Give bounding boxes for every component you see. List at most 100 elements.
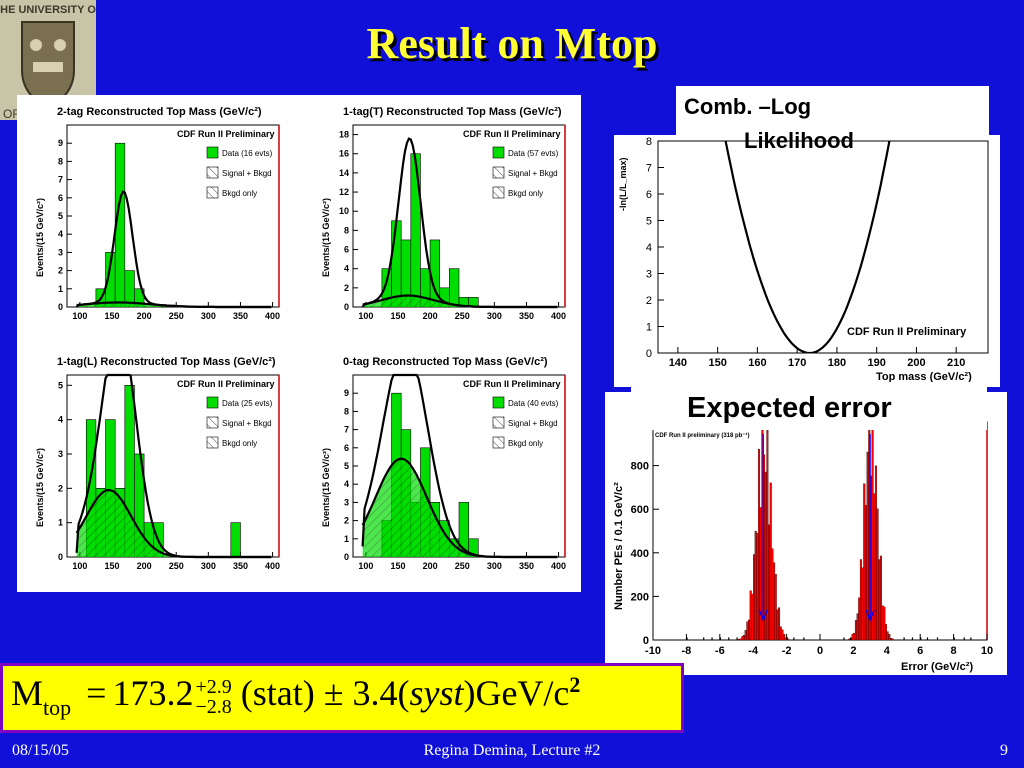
err-tail-bar (719, 637, 721, 640)
err-bar (768, 524, 771, 641)
expected-error-label-text: Expected error (687, 392, 892, 424)
err-xtick-label: 10 (981, 645, 993, 657)
err-tail-bar (793, 637, 795, 640)
hist-xtick-label: 250 (169, 561, 184, 571)
hist-data-bar (449, 268, 460, 308)
err-tail-bar (843, 637, 845, 640)
ll-ylabel: -ln(L/L_max) (618, 157, 628, 211)
ll-xtick-label: 190 (867, 357, 885, 369)
legend-data-swatch (206, 396, 219, 409)
err-bar (783, 633, 786, 641)
err-tail-bar (903, 637, 905, 640)
err-ylabel: Number PEs / 0.1 GeV/c² (613, 482, 625, 610)
err-bar (779, 626, 782, 641)
hist-xtick-label: 300 (201, 561, 216, 571)
err-bar (741, 636, 744, 641)
ll-ytick-label: 2 (646, 295, 652, 307)
err-bar (889, 638, 892, 641)
mtop-formula: Mtop = 173.2 +2.9 −2.8 (stat) ± 3.4(syst)Ge… (11, 672, 580, 721)
err-bar (853, 632, 856, 641)
mass-histograms-svg: 2-tag Reconstructed Top Mass (GeV/c²) Eve… (35, 106, 566, 571)
legend-bkg-label: Bkgd only (222, 189, 257, 198)
err-xtick-label: 4 (884, 645, 891, 657)
err-bar (756, 533, 759, 641)
expected-error-panel: 0 200 400 600 800 -10 -8 -6 -4 -2 0 2 4 6 8 10 Number PE… (605, 392, 1007, 675)
likelihood-svg: 0 1 2 3 4 5 6 7 8 140 150 160 170 180 190 200 210 -ln(L/L… (618, 136, 989, 383)
err-bar (876, 508, 879, 641)
err-bar (884, 624, 887, 641)
hist-xtick-label: 250 (455, 561, 470, 571)
hist-xtick-label: 300 (487, 311, 502, 321)
legend-bkg-swatch (492, 436, 505, 449)
err-frame (652, 421, 988, 641)
err-tail-bar (936, 637, 939, 640)
err-bar (863, 483, 866, 641)
logo-partial-text: OF (3, 107, 20, 120)
hist-ytick-label: 6 (344, 245, 349, 255)
hist-ytick-label: 8 (344, 225, 349, 235)
hist-title: 1-tag(T) Reconstructed Top Mass (GeV/c²) (343, 106, 562, 118)
ll-xtick-label: 150 (708, 357, 726, 369)
hist-preliminary: CDF Run II Preliminary (177, 129, 275, 139)
ll-ytick-label: 1 (646, 322, 652, 334)
err-bar (854, 620, 857, 641)
err-bar (784, 637, 787, 641)
slide-title: Result on Mtop (366, 19, 658, 68)
hist-ytick-label: 5 (58, 380, 63, 390)
hist-ylabel: Events/(15 GeV/c²) (321, 448, 331, 527)
hist-data-bar (391, 220, 402, 308)
hist-ytick-label: 6 (344, 443, 349, 453)
formula-syst-value: 3.4( (352, 673, 410, 713)
legend-data-label: Data (25 evts) (222, 399, 273, 408)
ll-preliminary: CDF Run II Preliminary (847, 326, 967, 338)
err-bar (776, 609, 779, 641)
hist-xtick-label: 100 (72, 561, 87, 571)
formula-stat: (stat) (240, 673, 315, 713)
expected-error-svg: 0 200 400 600 800 -10 -8 -6 -4 -2 0 2 4 6 8 10 Number PE… (613, 421, 993, 673)
ll-xtick-label: 170 (788, 357, 806, 369)
likelihood-label-line1: Comb. –Log (684, 94, 812, 119)
hist-ytick-label: 0 (344, 552, 349, 562)
formula-subscript: top (43, 695, 72, 720)
err-bar (769, 482, 772, 641)
hist-ytick-label: 1 (58, 518, 63, 528)
hist-xtick-label: 400 (551, 311, 566, 321)
formula-err-down: −2.8 (195, 695, 232, 718)
hist-xtick-label: 200 (423, 561, 438, 571)
hist-title: 1-tag(L) Reconstructed Top Mass (GeV/c²) (57, 356, 276, 368)
legend-bkg-label: Bkgd only (222, 439, 257, 448)
err-bar (878, 559, 881, 641)
err-bar (748, 619, 751, 641)
err-bar (873, 493, 876, 641)
hist-ytick-label: 0 (58, 552, 63, 562)
hist-ytick-label: 2 (58, 483, 63, 493)
err-xtick-label: 8 (951, 645, 957, 657)
err-xtick-label: -10 (645, 645, 661, 657)
logo-text: THE UNIVERSITY OF (0, 4, 96, 16)
ll-ytick-label: 5 (646, 216, 652, 228)
hist-xtick-label: 400 (265, 561, 280, 571)
formula-equals: = (86, 673, 107, 713)
err-bar (739, 638, 742, 641)
hist-ylabel: Events/(15 GeV/c²) (35, 198, 45, 277)
hist-ylabel: Events/(15 GeV/c²) (35, 448, 45, 527)
legend-sb-swatch (492, 416, 505, 429)
err-xtick-label: 2 (850, 645, 856, 657)
err-bar (858, 597, 861, 641)
hist-ytick-label: 4 (344, 479, 349, 489)
err-bar (891, 638, 894, 641)
err-bar (781, 629, 784, 641)
ll-ytick-label: 0 (646, 348, 652, 360)
histogram-2: 1-tag(T) Reconstructed Top Mass (GeV/c²)… (321, 106, 566, 321)
legend-data-label: Data (40 evts) (508, 399, 559, 408)
err-bar (766, 429, 769, 641)
formula-unit: )GeV/c (463, 673, 570, 713)
err-xtick-label: 6 (917, 645, 923, 657)
legend-sb-label: Signal + Bkgd (222, 419, 272, 428)
ll-xtick-label: 180 (828, 357, 846, 369)
formula-symbol: M (11, 673, 44, 713)
hist-data-bar (230, 522, 241, 558)
ll-xtick-label: 210 (947, 357, 965, 369)
legend-bkg-label: Bkgd only (508, 439, 543, 448)
hist-preliminary: CDF Run II Preliminary (177, 379, 275, 389)
